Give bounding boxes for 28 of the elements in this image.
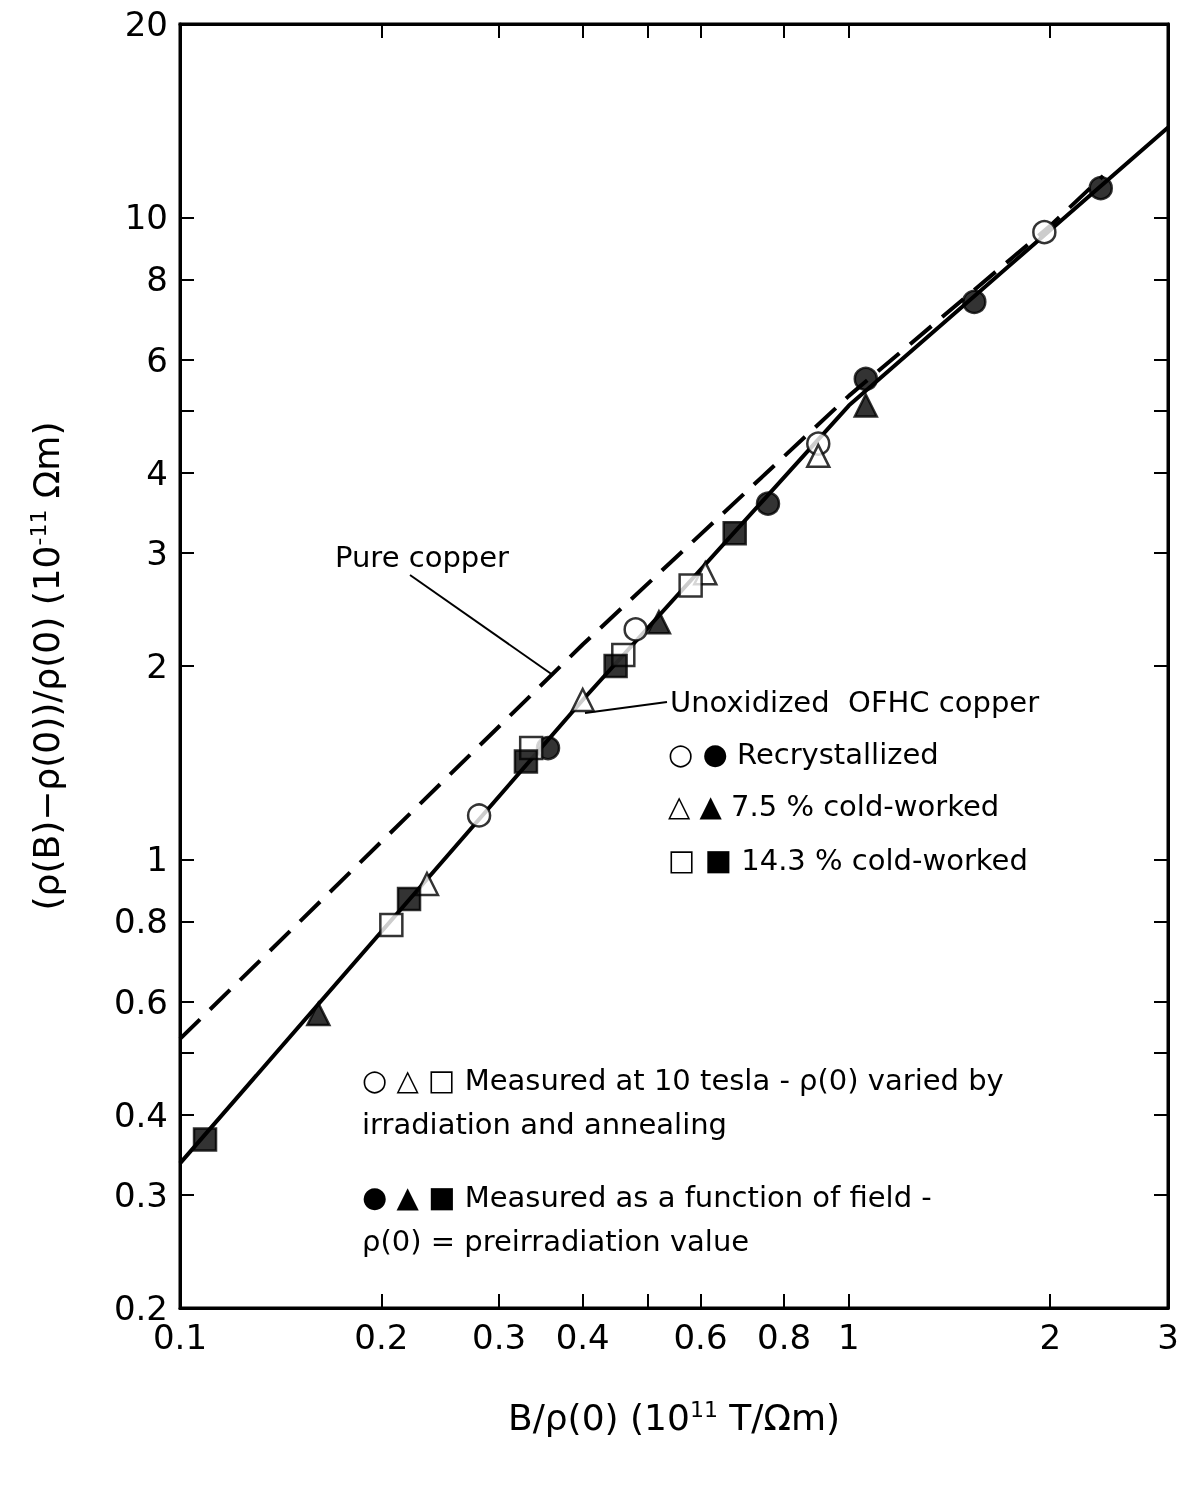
- y-tick-label: 4: [146, 452, 168, 493]
- x-tick-label: 0.3: [472, 1317, 527, 1357]
- x-tick-label: 0.2: [354, 1317, 409, 1357]
- y-axis-title: (ρ(B)−ρ(0))/ρ(0) (10-11 Ωm): [25, 421, 67, 911]
- x-tick-label: 0.4: [555, 1317, 610, 1357]
- annotation: △ ▲ 7.5 % cold-worked: [668, 789, 1000, 823]
- x-tick-label: 2: [1039, 1317, 1062, 1357]
- y-tick-label: 2: [146, 646, 168, 686]
- y-tick-label: 0.8: [113, 901, 168, 942]
- y-tick-label: 0.3: [113, 1174, 168, 1215]
- y-tick-label: 3: [146, 532, 168, 573]
- annotation: ○ ● Recrystallized: [668, 737, 939, 771]
- annotation: □ ■ 14.3 % cold-worked: [668, 843, 1028, 877]
- y-tick-label: 1: [146, 839, 168, 880]
- x-tick-label: 1: [838, 1317, 860, 1357]
- y-tick-label: 6: [146, 339, 168, 380]
- x-tick-label: 3: [1157, 1317, 1179, 1357]
- y-tick-label: 0.4: [113, 1094, 168, 1135]
- x-tick-label: 0.8: [757, 1317, 812, 1357]
- y-tick-label: 0.6: [113, 981, 168, 1022]
- annotation: ○ △ □ Measured at 10 tesla - ρ(0) varied by irradiation and annealing: [362, 1063, 1004, 1141]
- y-tick-label: 8: [146, 259, 168, 300]
- x-tick-label: 0.6: [673, 1317, 728, 1357]
- y-tick-label: 20: [124, 4, 168, 44]
- annotation: Unoxidized OFHC copper: [670, 685, 1040, 719]
- annotation: ● ▲ ■ Measured as a function of field - ρ(0) = preirradiation value: [362, 1180, 932, 1258]
- y-tick-label: 10: [124, 197, 168, 238]
- annotation: Pure copper: [335, 540, 510, 574]
